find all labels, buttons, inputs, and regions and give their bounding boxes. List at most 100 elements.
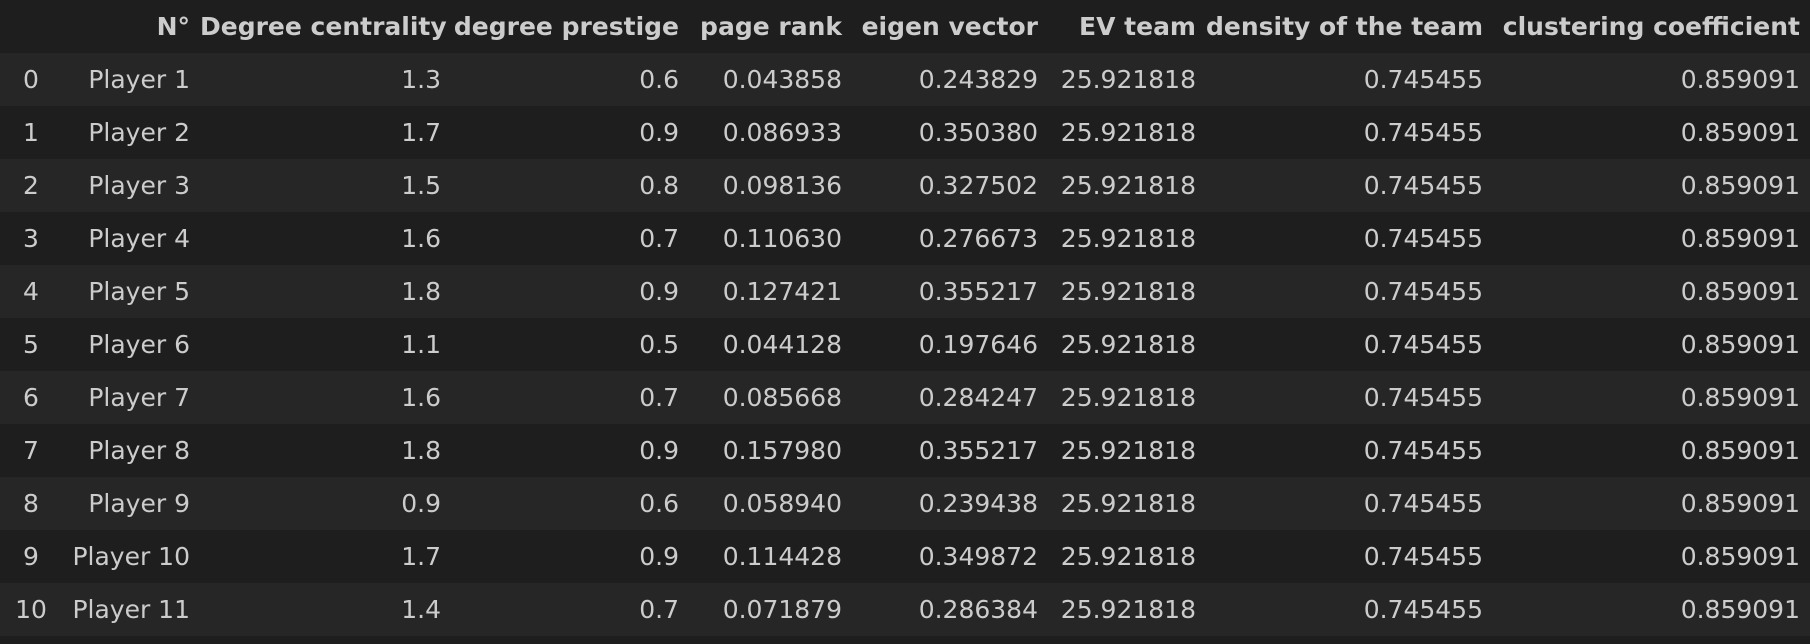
table-cell: 0.859091	[1493, 583, 1810, 636]
table-cell: 0.745455	[1206, 583, 1493, 636]
player-name-cell: Player 2	[62, 106, 200, 159]
table-row: 1 Player 2 1.7 0.9 0.086933 0.350380 25.921818…	[0, 106, 1810, 159]
table-cell: 0.6	[451, 477, 689, 530]
table-cell: 0.5	[451, 318, 689, 371]
table-cell: 25.921818	[1048, 53, 1206, 106]
player-name-cell: Player 10	[62, 530, 200, 583]
table-cell: 25.921818	[1048, 371, 1206, 424]
table-row: 4 Player 5 1.8 0.9 0.127421 0.355217 25.921818…	[0, 265, 1810, 318]
table-cell: 0.7	[451, 371, 689, 424]
row-index: 8	[0, 477, 62, 530]
table-cell: 0.859091	[1493, 318, 1810, 371]
table-cell: 1.1	[200, 318, 451, 371]
table-row: 2 Player 3 1.5 0.8 0.098136 0.327502 25.921818…	[0, 159, 1810, 212]
table-cell: 0.197646	[852, 318, 1048, 371]
table-cell: 1.7	[200, 106, 451, 159]
table-cell: 0.6	[451, 53, 689, 106]
table-cell: 1.5	[200, 159, 451, 212]
row-index: 3	[0, 212, 62, 265]
table-cell: 1.8	[200, 265, 451, 318]
table-cell: 0.9	[200, 477, 451, 530]
table-cell: 0.745455	[1206, 212, 1493, 265]
table-header: N° Degree centrality degree prestige page r…	[0, 0, 1810, 53]
table-cell: 0.745455	[1206, 424, 1493, 477]
table-cell: 0.745455	[1206, 265, 1493, 318]
column-header: page rank	[689, 0, 852, 53]
table-row: 9 Player 10 1.7 0.9 0.114428 0.349872 25.92181…	[0, 530, 1810, 583]
table-row: 3 Player 4 1.6 0.7 0.110630 0.276673 25.921818…	[0, 212, 1810, 265]
player-name-cell: Player 8	[62, 424, 200, 477]
player-name-cell: Player 5	[62, 265, 200, 318]
table-cell: 1.6	[200, 212, 451, 265]
table-row: 5 Player 6 1.1 0.5 0.044128 0.197646 25.921818…	[0, 318, 1810, 371]
player-name-cell: Player 1	[62, 53, 200, 106]
row-index: 0	[0, 53, 62, 106]
table-cell: 25.921818	[1048, 159, 1206, 212]
row-index: 9	[0, 530, 62, 583]
table-cell: 1.3	[200, 53, 451, 106]
table-cell: 25.921818	[1048, 424, 1206, 477]
table-cell: 0.286384	[852, 583, 1048, 636]
table-cell: 0.349872	[852, 530, 1048, 583]
column-header: clustering coefficient	[1493, 0, 1810, 53]
table-cell: 25.921818	[1048, 212, 1206, 265]
table-cell: 0.058940	[689, 477, 852, 530]
row-index: 10	[0, 583, 62, 636]
player-name-cell: Player 4	[62, 212, 200, 265]
table-cell: 0.9	[451, 106, 689, 159]
table-cell: 0.043858	[689, 53, 852, 106]
table-cell: 0.239438	[852, 477, 1048, 530]
table-cell: 0.745455	[1206, 530, 1493, 583]
row-index: 4	[0, 265, 62, 318]
table-cell: 0.9	[451, 424, 689, 477]
row-index: 6	[0, 371, 62, 424]
table-cell: 0.114428	[689, 530, 852, 583]
player-name-cell: Player 3	[62, 159, 200, 212]
table-cell: 0.745455	[1206, 53, 1493, 106]
table-cell: 0.859091	[1493, 424, 1810, 477]
player-name-cell: Player 7	[62, 371, 200, 424]
table-cell: 0.745455	[1206, 159, 1493, 212]
header-row: N° Degree centrality degree prestige page r…	[0, 0, 1810, 53]
table-cell: 0.355217	[852, 424, 1048, 477]
index-header	[0, 0, 62, 53]
table-row: 7 Player 8 1.8 0.9 0.157980 0.355217 25.921818…	[0, 424, 1810, 477]
table-cell: 0.243829	[852, 53, 1048, 106]
row-index: 5	[0, 318, 62, 371]
table-cell: 1.8	[200, 424, 451, 477]
table-cell: 1.4	[200, 583, 451, 636]
table-cell: 0.859091	[1493, 371, 1810, 424]
table-cell: 0.071879	[689, 583, 852, 636]
table-row: 10 Player 11 1.4 0.7 0.071879 0.286384 25.9218…	[0, 583, 1810, 636]
table-cell: 0.859091	[1493, 53, 1810, 106]
table-cell: 0.745455	[1206, 477, 1493, 530]
player-name-cell: Player 6	[62, 318, 200, 371]
row-index: 1	[0, 106, 62, 159]
table-cell: 0.859091	[1493, 530, 1810, 583]
table-cell: 0.327502	[852, 159, 1048, 212]
column-header: degree prestige	[451, 0, 689, 53]
table-cell: 0.859091	[1493, 159, 1810, 212]
table-cell: 0.859091	[1493, 265, 1810, 318]
table-cell: 0.8	[451, 159, 689, 212]
table-cell: 0.284247	[852, 371, 1048, 424]
column-header: EV team	[1048, 0, 1206, 53]
table-cell: 0.9	[451, 530, 689, 583]
table-body: 0 Player 1 1.3 0.6 0.043858 0.243829 25.921818…	[0, 53, 1810, 636]
table-cell: 0.110630	[689, 212, 852, 265]
table-cell: 25.921818	[1048, 265, 1206, 318]
table-cell: 0.127421	[689, 265, 852, 318]
table-cell: 0.098136	[689, 159, 852, 212]
table-cell: 0.859091	[1493, 477, 1810, 530]
table-row: 0 Player 1 1.3 0.6 0.043858 0.243829 25.921818…	[0, 53, 1810, 106]
table-cell: 0.7	[451, 212, 689, 265]
table-cell: 25.921818	[1048, 106, 1206, 159]
table-cell: 1.7	[200, 530, 451, 583]
table-cell: 0.350380	[852, 106, 1048, 159]
player-name-cell: Player 11	[62, 583, 200, 636]
table-cell: 0.086933	[689, 106, 852, 159]
column-header: density of the team	[1206, 0, 1493, 53]
table-cell: 0.859091	[1493, 212, 1810, 265]
table-cell: 0.355217	[852, 265, 1048, 318]
